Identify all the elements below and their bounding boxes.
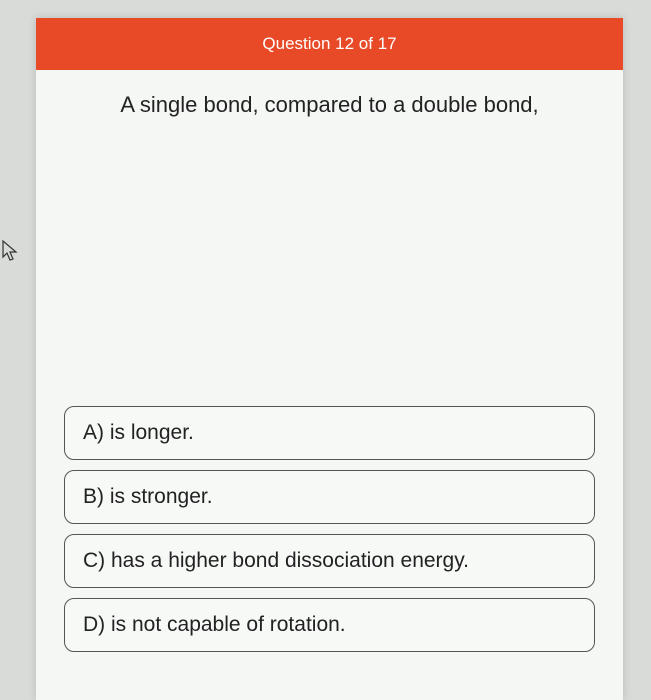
- option-label: B) is stronger.: [83, 485, 213, 508]
- quiz-card: Question 12 of 17 A single bond, compare…: [36, 18, 623, 700]
- option-label: D) is not capable of rotation.: [83, 613, 346, 636]
- option-d[interactable]: D) is not capable of rotation.: [64, 598, 595, 652]
- option-label: C) has a higher bond dissociation energy…: [83, 549, 469, 572]
- option-c[interactable]: C) has a higher bond dissociation energy…: [64, 534, 595, 588]
- cursor-icon: [2, 240, 20, 264]
- progress-label: Question 12 of 17: [262, 34, 396, 53]
- progress-header: Question 12 of 17: [36, 18, 623, 70]
- options-list: A) is longer. B) is stronger. C) has a h…: [64, 406, 595, 662]
- option-b[interactable]: B) is stronger.: [64, 470, 595, 524]
- question-text: A single bond, compared to a double bond…: [36, 70, 623, 118]
- option-label: A) is longer.: [83, 421, 194, 444]
- option-a[interactable]: A) is longer.: [64, 406, 595, 460]
